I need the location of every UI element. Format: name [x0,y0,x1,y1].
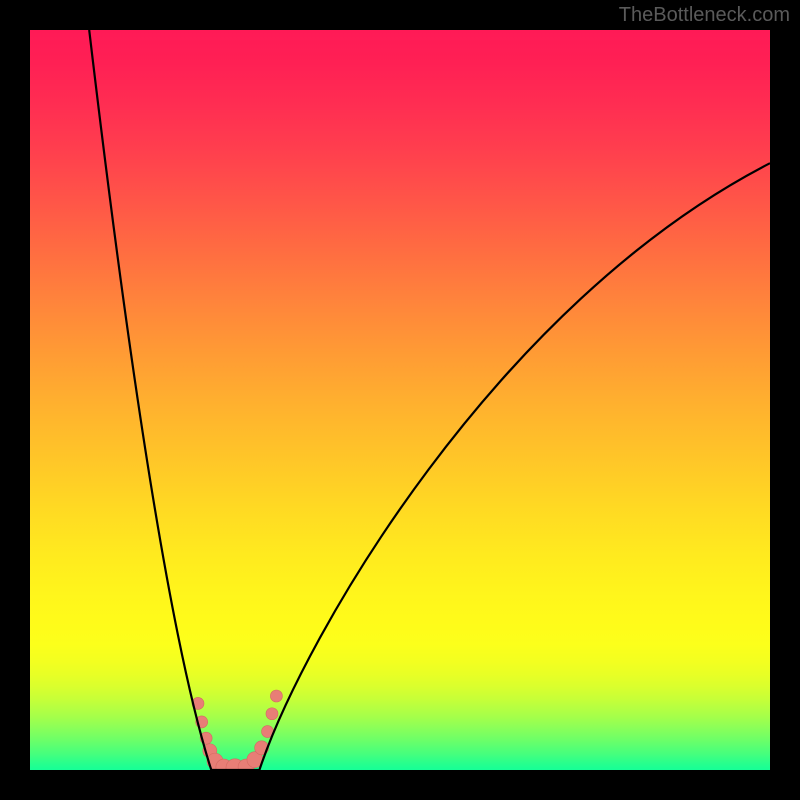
bottleneck-curve [89,30,770,770]
data-marker [266,708,278,720]
data-marker [262,726,274,738]
data-marker [216,759,232,770]
data-marker [238,759,254,770]
watermark-text: TheBottleneck.com [619,4,790,27]
data-marker [196,716,208,728]
data-marker [192,697,204,709]
data-marker [200,732,212,744]
data-marker [270,690,282,702]
data-marker [247,752,263,768]
chart-canvas: TheBottleneck.com [0,0,800,800]
data-marker [255,741,269,755]
data-marker [203,744,217,758]
data-marker [207,753,223,769]
gradient-background [30,30,770,770]
data-markers-group [192,690,282,770]
plot-area [30,30,770,770]
data-marker [226,759,244,770]
chart-svg [30,30,770,770]
